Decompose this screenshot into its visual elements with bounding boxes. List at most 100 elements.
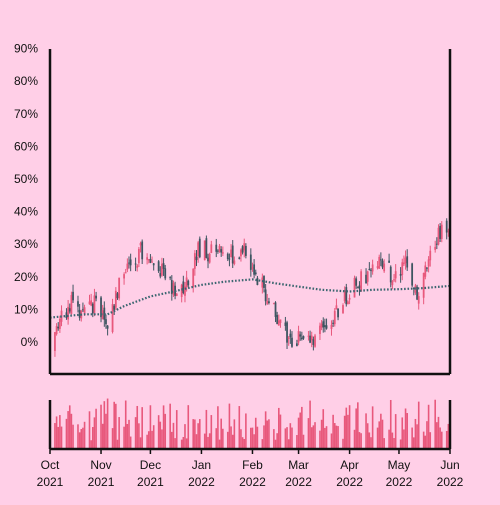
- candle-body: [447, 230, 450, 232]
- candle-body: [299, 334, 302, 337]
- x-tick-year-label: 2022: [239, 475, 266, 489]
- candle-body: [207, 257, 209, 262]
- volume-bar: [355, 408, 357, 449]
- candle-body: [379, 259, 382, 261]
- candle-body: [427, 259, 430, 267]
- candle-body: [279, 319, 282, 323]
- volume-bar: [253, 434, 255, 449]
- candle-body: [429, 250, 432, 261]
- volume-bar: [195, 434, 198, 449]
- y-tick-label: 20%: [14, 270, 38, 284]
- candle-body: [406, 256, 409, 268]
- candle-body: [343, 290, 346, 302]
- candle-body: [347, 301, 349, 305]
- volume-bar: [319, 430, 321, 449]
- volume-bar: [197, 423, 199, 449]
- candle-body: [355, 278, 358, 286]
- candle-body: [251, 267, 254, 269]
- candle-body: [151, 261, 153, 263]
- volume-bar: [436, 422, 438, 449]
- volume-bar: [217, 406, 219, 449]
- volume-bar: [366, 423, 369, 449]
- candle-body: [268, 301, 270, 304]
- candle-body: [134, 263, 137, 265]
- volume-bar: [357, 402, 359, 449]
- x-axis-ticks: Oct 2021 Nov 2021 Dec 2021 Jan 2022 Feb 2022 Mar 20…: [37, 449, 464, 489]
- candle-body: [91, 303, 94, 314]
- candle-body: [141, 241, 144, 260]
- volume-bar: [138, 423, 140, 449]
- candle-body: [302, 336, 305, 339]
- volume-bar: [371, 406, 374, 449]
- volume-bar: [330, 433, 333, 449]
- y-tick-label: 70%: [14, 107, 38, 121]
- volume-bar: [95, 408, 97, 449]
- volume-bar: [80, 429, 83, 449]
- volume-bar: [358, 432, 361, 449]
- volume-bar: [353, 429, 356, 449]
- volume-bar: [174, 438, 176, 449]
- volume-bar: [289, 423, 292, 449]
- volume-bar: [426, 421, 428, 449]
- volume-bar: [393, 438, 395, 449]
- volume-bar: [233, 419, 236, 449]
- volume-bar: [203, 433, 206, 449]
- volume-bar: [401, 417, 404, 449]
- y-tick-label: 40%: [14, 205, 38, 219]
- x-tick-year-label: 2022: [285, 475, 312, 489]
- volume-bar: [347, 414, 349, 449]
- volume-bar: [215, 428, 218, 449]
- volume-bar: [90, 440, 92, 449]
- candle-body: [426, 267, 428, 269]
- volume-bar: [394, 414, 397, 449]
- volume-bar: [240, 429, 242, 449]
- volume-bar: [60, 426, 63, 449]
- volume-bar: [245, 413, 247, 449]
- volume-bar: [100, 404, 102, 449]
- candle-body: [149, 258, 152, 263]
- candle-body: [170, 280, 173, 294]
- y-tick-label: 30%: [14, 237, 38, 251]
- candle-body: [128, 262, 130, 264]
- candle-body: [195, 256, 198, 261]
- candle-body: [193, 253, 196, 269]
- volume-bar: [399, 439, 402, 449]
- candle-body: [381, 260, 384, 268]
- volume-bar: [411, 427, 413, 449]
- candle-body: [368, 268, 371, 270]
- volume-bar: [429, 432, 432, 449]
- volume-bar: [78, 432, 81, 449]
- candle-body: [100, 297, 102, 318]
- volume-bar: [251, 427, 254, 449]
- volume-bar: [218, 439, 221, 449]
- volume-bar: [333, 423, 336, 449]
- volume-bar: [113, 401, 115, 449]
- candle-body: [105, 319, 107, 325]
- volume-bar: [284, 428, 287, 449]
- candle-body: [366, 271, 369, 282]
- volume-bar: [268, 419, 270, 449]
- candle-body: [95, 295, 97, 299]
- volume-bar: [72, 424, 74, 449]
- volume-bar: [332, 414, 334, 449]
- candle-body: [126, 263, 129, 270]
- candle-body: [240, 249, 242, 257]
- candle-body: [118, 277, 121, 299]
- volume-bar: [287, 439, 290, 449]
- candle-body: [356, 287, 359, 289]
- candle-body: [300, 337, 303, 340]
- volume-bar: [124, 400, 127, 449]
- candle-body: [371, 264, 374, 272]
- volume-bar: [447, 423, 450, 449]
- volume-bar: [297, 417, 300, 449]
- candle-body: [263, 276, 265, 288]
- candle-body: [82, 309, 84, 311]
- candle-body: [253, 264, 256, 275]
- candle-body: [445, 220, 448, 233]
- candle-body: [238, 257, 241, 259]
- candle-body: [114, 290, 117, 308]
- volume-bar: [376, 427, 379, 449]
- candle-body: [274, 302, 277, 317]
- volume-bar: [184, 424, 186, 449]
